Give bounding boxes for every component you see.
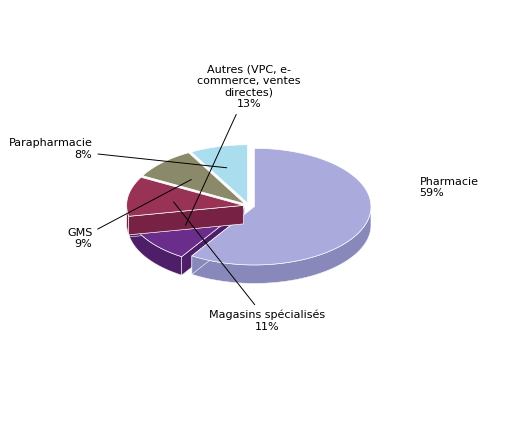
Polygon shape [192, 207, 254, 275]
Polygon shape [130, 207, 244, 257]
Polygon shape [126, 206, 129, 235]
Text: Autres (VPC, e-
commerce, ventes
directes)
13%: Autres (VPC, e- commerce, ventes directe… [185, 65, 301, 225]
Polygon shape [182, 207, 244, 275]
Text: GMS
9%: GMS 9% [67, 180, 191, 249]
Polygon shape [130, 207, 244, 237]
Polygon shape [126, 177, 243, 216]
Polygon shape [130, 226, 244, 275]
Polygon shape [129, 205, 243, 235]
Text: Pharmacie
59%: Pharmacie 59% [419, 177, 479, 198]
Text: Magasins spécialisés
11%: Magasins spécialisés 11% [174, 202, 326, 332]
Text: Parapharmacie
8%: Parapharmacie 8% [9, 138, 227, 168]
Polygon shape [192, 207, 371, 284]
Polygon shape [126, 224, 243, 235]
Polygon shape [191, 145, 247, 203]
Polygon shape [192, 225, 371, 284]
Polygon shape [143, 153, 245, 204]
Polygon shape [130, 218, 182, 275]
Polygon shape [192, 149, 371, 265]
